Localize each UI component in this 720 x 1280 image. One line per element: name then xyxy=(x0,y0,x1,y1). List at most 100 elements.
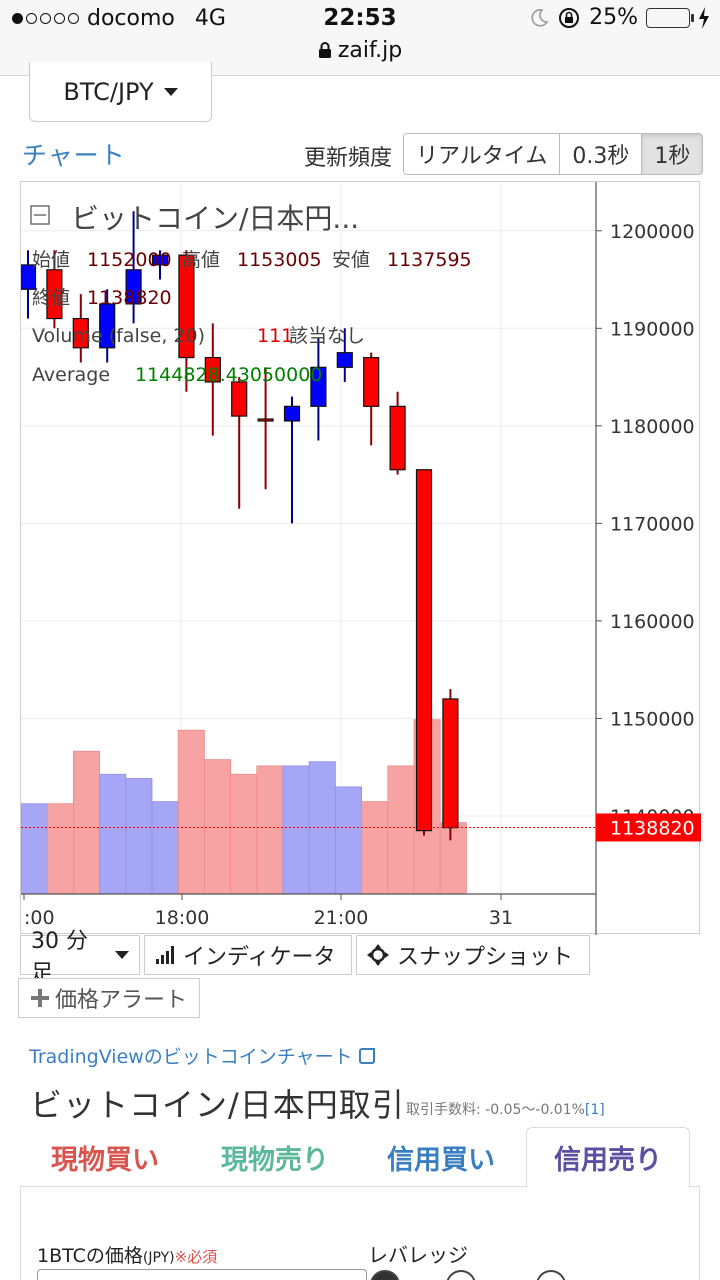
volume-bar xyxy=(99,773,127,895)
fee-text: 取引手数料: -0.05〜-0.01% xyxy=(406,1102,585,1118)
volume-bar xyxy=(177,729,205,895)
y-tick-label: 1170000 xyxy=(610,513,695,535)
volume-bar xyxy=(21,803,48,895)
refresh-option-realtime[interactable]: リアルタイム xyxy=(404,134,561,174)
tab-spot-sell[interactable]: 現物売り xyxy=(221,1144,329,1176)
chart-link[interactable]: チャート xyxy=(22,141,126,170)
fee-info: 取引手数料: -0.05〜-0.01%[1] xyxy=(406,1099,605,1119)
order-form xyxy=(20,1187,700,1280)
candle-body xyxy=(257,418,274,422)
carrier-info: docomo 4G xyxy=(12,6,226,31)
candle-body xyxy=(231,381,248,417)
candle-body xyxy=(46,269,63,320)
legend-title: ビットコイン/日本円... xyxy=(71,202,359,235)
caret-down-icon xyxy=(163,87,178,96)
y-tick-label: 1180000 xyxy=(610,416,695,438)
refresh-option-1s[interactable]: 1秒 xyxy=(642,134,703,174)
rotation-lock-icon xyxy=(559,7,580,28)
tradingview-link-text: TradingViewのビットコインチャート xyxy=(29,1046,353,1068)
pair-label: BTC/JPY xyxy=(63,77,154,106)
x-tick-label: 21:00 xyxy=(314,907,369,929)
collapse-icon xyxy=(30,205,50,225)
candle-body xyxy=(99,303,116,349)
external-link-icon xyxy=(358,1046,376,1064)
price-input[interactable] xyxy=(37,1269,367,1280)
tab-spot-buy[interactable]: 現物買い xyxy=(51,1144,159,1176)
tab-margin-sell[interactable]: 信用売り xyxy=(526,1127,690,1188)
price-field-label: 1BTCの価格(JPY)※必須 xyxy=(37,1241,217,1268)
price-alert-button[interactable]: 価格アラート xyxy=(18,978,201,1018)
y-tick-label: 1200000 xyxy=(610,221,695,243)
snapshot-label: スナップショット xyxy=(397,945,574,970)
candle-body xyxy=(204,356,221,383)
plus-icon xyxy=(31,989,49,1007)
carrier-name: docomo xyxy=(87,6,175,31)
refresh-options: リアルタイム 0.3秒 1秒 xyxy=(403,133,704,175)
legend-label: 始値 xyxy=(32,249,70,271)
x-tick-label: :00 xyxy=(24,907,55,929)
fee-reference-link[interactable]: [1] xyxy=(584,1102,605,1118)
volume-bar xyxy=(282,765,310,895)
network-type: 4G xyxy=(194,6,226,31)
y-tick-label: 1190000 xyxy=(610,318,695,340)
candlestick-chart[interactable]: 1200000 1190000 1180000 1170000 1160000 11500… xyxy=(21,182,701,935)
price-alert-label: 価格アラート xyxy=(55,988,188,1013)
volume-bar xyxy=(439,822,467,895)
legend-label: Volume (false, 20) xyxy=(32,325,205,347)
candle-body xyxy=(363,356,380,407)
candle-body xyxy=(178,254,195,359)
interval-label: 30 分足 xyxy=(31,929,88,986)
last-price-label: 1138820 xyxy=(610,817,695,839)
candle-body xyxy=(389,405,406,471)
candle-body xyxy=(442,698,459,829)
volume-bar xyxy=(230,773,258,895)
bar-chart-icon xyxy=(156,946,174,964)
moon-icon xyxy=(531,8,549,27)
volume-bar xyxy=(387,765,415,895)
candle-body xyxy=(125,269,142,305)
legend-label: Average xyxy=(32,364,110,386)
battery-percent: 25% xyxy=(589,5,638,30)
section-title: ビットコイン/日本円取引 xyxy=(30,1086,405,1124)
x-tick-label: 18:00 xyxy=(155,907,210,929)
legend-value: 111 xyxy=(257,325,293,347)
indicators-button[interactable]: インディケータ xyxy=(144,935,352,975)
legend-label: 高値 xyxy=(182,249,220,271)
price-unit: (JPY) xyxy=(142,1250,175,1266)
legend-note: 該当なし xyxy=(289,325,365,347)
candle-body xyxy=(72,317,89,349)
legend-value: 1152000 xyxy=(87,249,172,271)
candle-body xyxy=(283,405,301,422)
volume-bar xyxy=(334,786,362,895)
status-time: 22:53 xyxy=(323,5,397,31)
chart-toolbar: 30 分足 インディケータ スナップショット xyxy=(20,929,594,986)
price-label-text: 1BTCの価格 xyxy=(37,1245,143,1267)
snapshot-button[interactable]: スナップショット xyxy=(356,935,590,975)
candle-body xyxy=(21,264,37,290)
legend-value: 1137595 xyxy=(387,249,472,271)
leverage-label: レバレッジ xyxy=(368,1243,468,1267)
refresh-label: 更新頻度 xyxy=(304,146,393,171)
interval-dropdown[interactable]: 30 分足 xyxy=(20,929,140,986)
refresh-option-0-3s[interactable]: 0.3秒 xyxy=(560,134,643,174)
pair-selector[interactable]: BTC/JPY xyxy=(29,62,212,122)
candle-body xyxy=(415,469,433,832)
volume-bar xyxy=(73,750,101,895)
crosshair-icon xyxy=(367,944,389,966)
lock-icon xyxy=(318,42,331,58)
status-right: 25% xyxy=(529,5,710,30)
tradingview-link[interactable]: TradingViewのビットコインチャート xyxy=(29,1042,376,1069)
volume-bar xyxy=(125,778,153,895)
volume-bar xyxy=(151,801,179,895)
battery-icon xyxy=(646,7,694,28)
tab-margin-buy[interactable]: 信用買い xyxy=(387,1144,495,1176)
charging-icon xyxy=(699,6,709,29)
caret-down-icon xyxy=(115,951,129,959)
address-bar[interactable]: zaif.jp xyxy=(0,38,720,63)
candle-body xyxy=(336,352,353,368)
legend-label: 安値 xyxy=(332,249,370,271)
legend-value: 1144828.43050000 xyxy=(135,364,322,386)
volume-bar xyxy=(46,803,74,895)
volume-bar xyxy=(256,765,284,895)
price-chart[interactable]: 1200000 1190000 1180000 1170000 1160000 11500… xyxy=(20,181,701,935)
